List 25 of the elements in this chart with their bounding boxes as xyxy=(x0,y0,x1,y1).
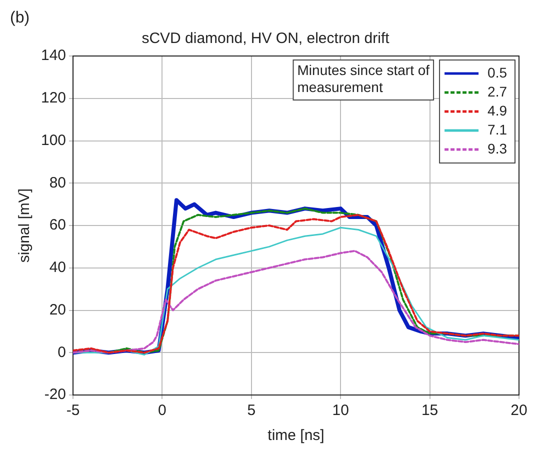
x-tick-label: 20 xyxy=(510,402,528,420)
x-tick-label: 5 xyxy=(247,402,256,420)
y-tick-label: 120 xyxy=(40,90,66,107)
y-tick-label: 40 xyxy=(49,259,66,276)
x-tick-label: -5 xyxy=(66,402,80,420)
y-tick-label: 0 xyxy=(58,344,66,361)
chart-title: sCVD diamond, HV ON, electron drift xyxy=(142,30,390,48)
text: (b) xyxy=(10,9,30,26)
legend-label: 4.9 xyxy=(488,102,508,118)
x-tick-label: 0 xyxy=(158,402,166,420)
legend-label: 2.7 xyxy=(488,83,508,100)
y-tick-label: 60 xyxy=(49,216,66,234)
legend-title: Minutes since start of measurement xyxy=(297,62,430,95)
x-tick-label: 10 xyxy=(332,402,349,420)
y-tick-label: 100 xyxy=(40,132,66,149)
legend-label: 9.3 xyxy=(488,140,508,156)
x-tick-label: 15 xyxy=(421,402,438,420)
y-tick-label: 20 xyxy=(49,301,66,318)
y-axis-title: signal [mV] xyxy=(16,188,34,263)
y-tick-label: 140 xyxy=(40,47,66,64)
legend-label: 7.1 xyxy=(488,121,508,138)
y-tick-label: -20 xyxy=(44,386,66,404)
legend-label: 0.5 xyxy=(488,64,508,80)
y-tick-label: 80 xyxy=(49,174,66,192)
x-axis-title: time [ns] xyxy=(268,427,324,444)
